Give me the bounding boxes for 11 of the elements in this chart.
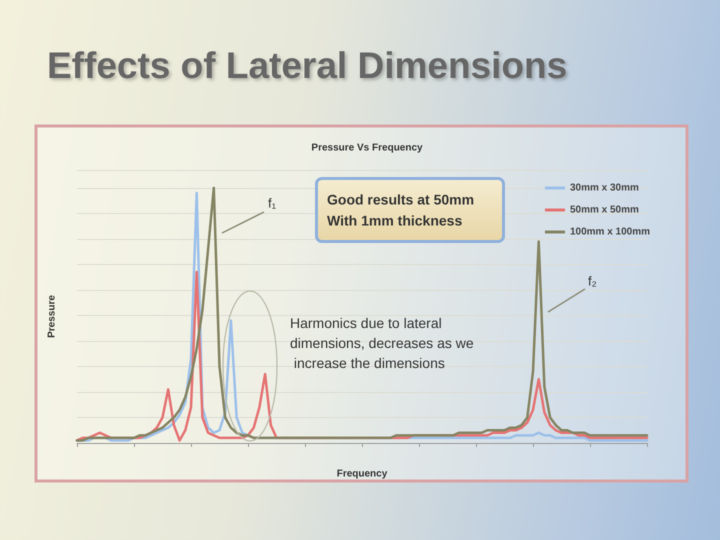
- annotation: Harmonics due to lateral dimensions, decreases as we increase the dimensions: [290, 315, 474, 371]
- annotation: f₁: [268, 196, 277, 210]
- annotation: Good results at 50mm With 1mm thickness: [327, 192, 478, 228]
- chart-title: Effects of Lateral Dimensions: [47, 45, 568, 86]
- legend-label: 30mm x 30mm: [570, 182, 639, 194]
- legend-label: 100mm x 100mm: [570, 226, 650, 238]
- annotation: f₂: [588, 274, 597, 288]
- y-axis-title: Pressure: [46, 294, 58, 338]
- legend-label: 50mm x 50mm: [570, 204, 639, 216]
- x-axis-title: Frequency: [336, 468, 388, 480]
- chart-subtitle: Pressure Vs Frequency: [311, 142, 424, 154]
